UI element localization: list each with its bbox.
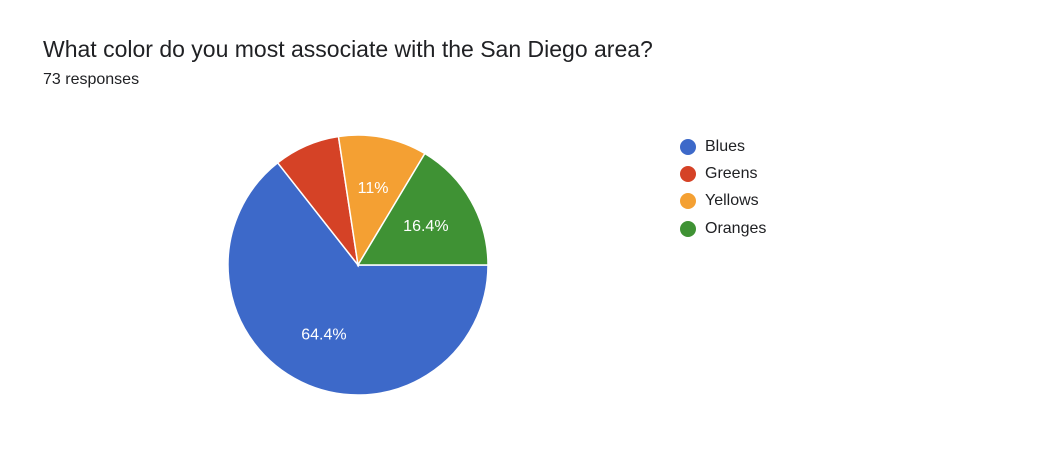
legend-label: Blues (705, 137, 746, 155)
slice-label-oranges: 16.4% (403, 218, 448, 235)
slice-label-blues: 64.4% (301, 327, 346, 344)
slice-label-yellows: 11% (358, 180, 389, 197)
legend-label: Oranges (705, 219, 767, 237)
question-title: What color do you most associate with th… (43, 36, 653, 62)
legend-item-oranges[interactable]: Oranges (680, 215, 766, 242)
legend-label: Yellows (705, 192, 759, 210)
pie-slice-oranges[interactable] (356, 152, 489, 266)
response-count: 73 responses (43, 71, 140, 88)
chart-legend: Blues Greens Yellows Oranges (680, 133, 766, 242)
legend-swatch (680, 138, 696, 155)
legend-item-blues[interactable]: Blues (680, 133, 766, 160)
legend-item-greens[interactable]: Greens (680, 160, 766, 187)
legend-swatch (680, 220, 696, 237)
pie-slice-blues[interactable] (227, 161, 489, 396)
legend-item-yellows[interactable]: Yellows (680, 188, 766, 215)
pie-slice-yellows[interactable] (337, 134, 426, 268)
legend-label: Greens (705, 164, 758, 182)
legend-swatch (680, 193, 696, 210)
legend-swatch (680, 165, 696, 182)
